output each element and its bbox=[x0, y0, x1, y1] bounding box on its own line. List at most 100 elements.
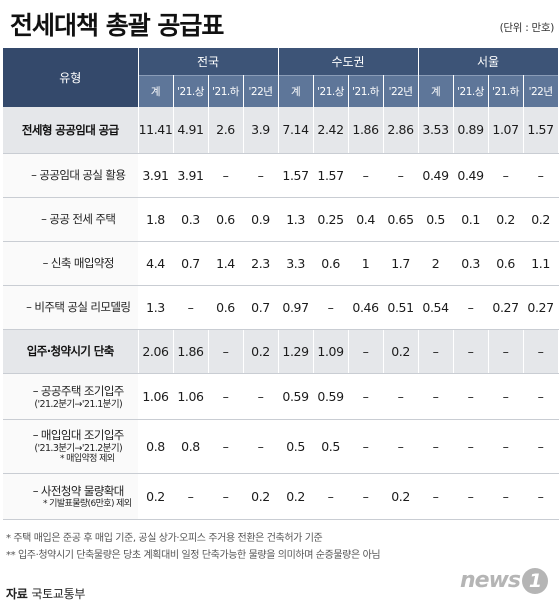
row-label: – 공공 전세 주택 bbox=[3, 197, 139, 242]
table-cell: 1.07 bbox=[487, 107, 524, 154]
table-cell: – bbox=[452, 473, 489, 520]
table-row: – 비주택 공실 리모델링 1.3–0.6 0.7 0.97–0.46 0.51 0.54… bbox=[3, 285, 559, 330]
table-cell: – bbox=[452, 419, 489, 474]
table-cell: 4.91 bbox=[172, 107, 209, 154]
table-cell: 1.4 bbox=[207, 241, 244, 286]
logo-mark: 1 bbox=[522, 568, 548, 594]
table-cell: – bbox=[522, 473, 559, 520]
table-cell: 0.5 bbox=[277, 419, 314, 474]
table-cell: – bbox=[452, 373, 489, 420]
unit-label: (단위 : 만호) bbox=[499, 22, 555, 34]
table-cell: 0.65 bbox=[382, 197, 419, 242]
table-cell: 2 bbox=[417, 241, 454, 286]
table-cell: 0.7 bbox=[172, 241, 209, 286]
row-label-note: ('21.2분기→'21.1분기) bbox=[34, 398, 123, 410]
table-cell: – bbox=[522, 329, 559, 374]
table-cell: 1.57 bbox=[522, 107, 559, 154]
table-cell: 7.14 bbox=[277, 107, 314, 154]
table-cell: 0.27 bbox=[487, 285, 524, 330]
table-cell: 1.86 bbox=[347, 107, 384, 154]
header-sub: '21.하 bbox=[488, 74, 524, 107]
logo-text: news bbox=[459, 568, 521, 593]
news1-logo: news 1 bbox=[460, 568, 548, 594]
header-sub: '22년 bbox=[383, 74, 419, 107]
table-body: 전세형 공공임대 공급 11.41 4.91 2.6 3.9 7.14 2.42 1.86 2.… bbox=[3, 107, 559, 520]
table-cell: 3.9 bbox=[242, 107, 279, 154]
row-label: – 공공임대 공실 활용 bbox=[3, 153, 139, 198]
table-cell: 0.49 bbox=[452, 153, 489, 198]
header-sub: '21.하 bbox=[348, 74, 384, 107]
table-cell: 0.25 bbox=[312, 197, 349, 242]
row-label-text: – 공공주택 조기입주 bbox=[32, 383, 125, 398]
row-label: 입주·청약시기 단축 bbox=[3, 329, 139, 374]
table-cell: – bbox=[347, 473, 384, 520]
source-value: 국토교통부 bbox=[31, 587, 86, 601]
table-cell: 0.2 bbox=[137, 473, 174, 520]
table-cell: 0.5 bbox=[417, 197, 454, 242]
table-cell: 0.8 bbox=[172, 419, 209, 474]
table-cell: 1.1 bbox=[522, 241, 559, 286]
header-sub: '21.하 bbox=[208, 74, 244, 107]
row-label-text: 전세형 공공임대 공급 bbox=[21, 122, 119, 137]
table-cell: 1 bbox=[347, 241, 384, 286]
row-label-footnote: * 기발표물량(6만호) 제외 bbox=[43, 498, 132, 509]
table-cell: 1.09 bbox=[312, 329, 349, 374]
table-cell: 0.2 bbox=[242, 473, 279, 520]
table-cell: 1.29 bbox=[277, 329, 314, 374]
table-cell: – bbox=[417, 329, 454, 374]
page-title: 전세대책 총괄 공급표 bbox=[10, 11, 224, 40]
table-row: 입주·청약시기 단축 2.06 1.86–0.2 1.29 1.09–0.2– – – – bbox=[3, 329, 559, 374]
header-type: 유형 bbox=[3, 48, 139, 107]
table-cell: 1.3 bbox=[277, 197, 314, 242]
header-sub: 계 bbox=[417, 74, 454, 107]
table-cell: – bbox=[452, 329, 489, 374]
table-cell: 0.51 bbox=[382, 285, 419, 330]
table-cell: 0.2 bbox=[487, 197, 524, 242]
table-cell: 0.6 bbox=[312, 241, 349, 286]
table-cell: 0.46 bbox=[347, 285, 384, 330]
header-sub-row: 계 '21.상 '21.하 '22년 계 '21.상 '21.하 '22년 계 … bbox=[3, 74, 559, 107]
table-cell: – bbox=[452, 285, 489, 330]
table-cell: 0.54 bbox=[417, 285, 454, 330]
table-cell: 0.3 bbox=[172, 197, 209, 242]
table-cell: – bbox=[417, 373, 454, 420]
header-group-nationwide: 전국 bbox=[137, 48, 279, 75]
row-label-footnote: * 매입약정 제외 bbox=[59, 454, 115, 464]
row-label-text: – 공공임대 공실 활용 bbox=[31, 168, 126, 182]
table-cell: – bbox=[207, 153, 244, 198]
table-cell: – bbox=[207, 373, 244, 420]
header-sub: 계 bbox=[277, 74, 314, 107]
row-label: 전세형 공공임대 공급 bbox=[3, 107, 139, 154]
table-cell: – bbox=[312, 285, 349, 330]
table-cell: – bbox=[522, 373, 559, 420]
table-cell: 2.6 bbox=[207, 107, 244, 154]
table-cell: 0.2 bbox=[522, 197, 559, 242]
table-cell: – bbox=[522, 419, 559, 474]
table-cell: – bbox=[417, 419, 454, 474]
table-cell: – bbox=[312, 473, 349, 520]
table-row: 전세형 공공임대 공급 11.41 4.91 2.6 3.9 7.14 2.42 1.86 2.… bbox=[3, 107, 559, 154]
table-row: – 사전청약 물량확대 * 기발표물량(6만호) 제외 0.2– –0.2 0.2– –0… bbox=[3, 473, 559, 520]
table-cell: – bbox=[242, 153, 279, 198]
table-cell: 1.06 bbox=[172, 373, 209, 420]
table-cell: 0.59 bbox=[277, 373, 314, 420]
header-sub: '21.상 bbox=[453, 74, 489, 107]
source-label: 자료 bbox=[6, 587, 28, 601]
table-cell: 3.3 bbox=[277, 241, 314, 286]
table-cell: – bbox=[487, 419, 524, 474]
table-row: – 공공주택 조기입주 ('21.2분기→'21.1분기) 1.06 1.06– –0.… bbox=[3, 373, 559, 420]
footnote: * 주택 매입은 준공 후 매입 기준, 공실 상가·오피스 주거용 전환은 건… bbox=[6, 533, 323, 544]
table-cell: 11.41 bbox=[137, 107, 174, 154]
table-cell: 0.5 bbox=[312, 419, 349, 474]
header-group-seoul: 서울 bbox=[417, 48, 559, 75]
table-cell: – bbox=[382, 373, 419, 420]
row-label-note: ('21.3분기→'21.2분기) bbox=[34, 443, 123, 454]
table-cell: – bbox=[347, 373, 384, 420]
row-label-text: – 신축 매입약정 bbox=[42, 256, 115, 270]
table-cell: 0.7 bbox=[242, 285, 279, 330]
header-group-capital: 수도권 bbox=[277, 48, 419, 75]
table-cell: 0.2 bbox=[382, 329, 419, 374]
table-cell: 2.06 bbox=[137, 329, 174, 374]
table-cell: – bbox=[207, 473, 244, 520]
table-cell: 0.1 bbox=[452, 197, 489, 242]
